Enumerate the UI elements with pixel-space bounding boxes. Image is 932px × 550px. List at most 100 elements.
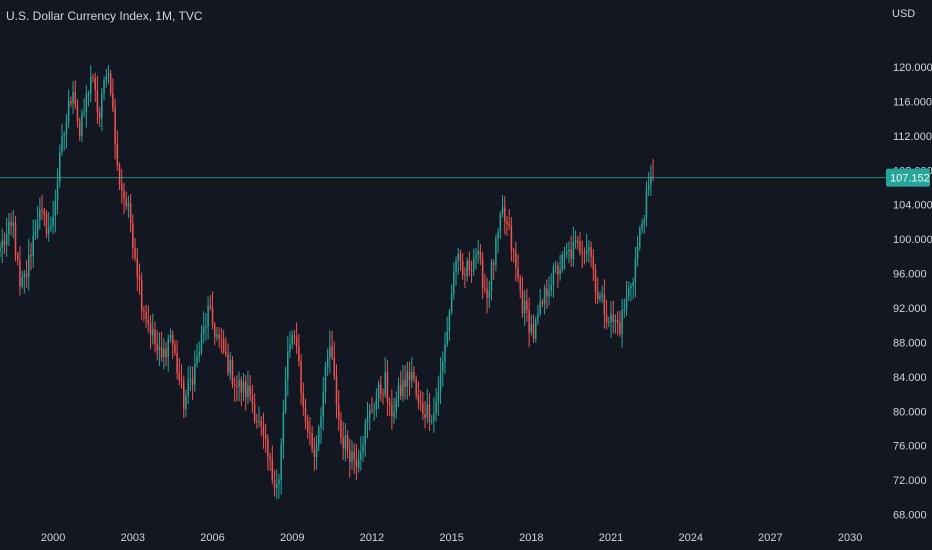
price-tick-label: 116.000 — [893, 96, 932, 108]
candle-body — [411, 371, 413, 381]
candle-body — [526, 300, 528, 311]
candle-body — [349, 450, 351, 462]
candle-body — [187, 379, 189, 396]
candle-body — [205, 326, 207, 328]
candle-body — [81, 113, 83, 136]
candle-body — [605, 314, 608, 323]
candle-body — [386, 372, 389, 402]
price-tick-label: 76.000 — [893, 441, 927, 453]
candle-body — [371, 409, 373, 411]
candle-body — [244, 381, 247, 398]
time-tick-label: 2000 — [41, 532, 65, 544]
candle-body — [444, 344, 446, 362]
candle-body — [422, 403, 424, 414]
candle-body — [109, 73, 112, 94]
candle-body — [202, 327, 205, 334]
price-axis[interactable]: 68.000 72.000 76.000 80.000 84.000 88.000 92.0… — [893, 62, 932, 522]
candle-body — [470, 270, 473, 272]
candle-body — [5, 234, 8, 245]
candle-body — [523, 300, 526, 313]
candle-body — [565, 251, 568, 254]
candle-body — [603, 294, 606, 315]
time-tick-label: 2006 — [200, 532, 224, 544]
candle-body — [180, 379, 183, 382]
candle-body — [559, 269, 561, 275]
candle-body — [293, 335, 296, 338]
candle-body — [344, 435, 347, 449]
candle-body — [174, 345, 176, 354]
candle-body — [499, 214, 502, 232]
candle-body — [165, 348, 167, 358]
candle-body — [355, 458, 358, 468]
candle-body — [105, 75, 108, 80]
candle-body — [1, 240, 3, 248]
candle-body — [375, 399, 378, 409]
candle-body — [136, 258, 139, 277]
candle-body — [490, 262, 493, 291]
candle-body — [70, 101, 72, 104]
candle-body — [402, 380, 404, 396]
candle-body — [54, 201, 57, 217]
candle-body — [481, 258, 484, 289]
candle-body — [616, 319, 619, 323]
candle-body — [262, 426, 265, 435]
candle-body — [517, 267, 519, 278]
candle-body — [641, 223, 643, 229]
candle-body — [273, 480, 276, 489]
price-tick-label: 84.000 — [893, 372, 927, 384]
candle-body — [3, 240, 6, 245]
candle-body — [231, 359, 234, 384]
time-tick-label: 2021 — [599, 532, 623, 544]
candle-body — [315, 444, 318, 458]
candle-body — [194, 363, 196, 385]
price-tick-label: 72.000 — [893, 475, 927, 487]
candle-body — [183, 381, 185, 410]
candle-body — [21, 277, 23, 287]
candle-body — [488, 290, 491, 298]
candle-body — [337, 404, 340, 420]
candle-body — [0, 247, 1, 253]
candle-body — [94, 77, 96, 90]
candle-body — [326, 357, 329, 367]
candle-body — [548, 290, 550, 297]
candle-body — [541, 301, 544, 304]
candle-body — [191, 378, 194, 385]
candle-body — [256, 420, 258, 422]
time-tick-label: 2027 — [758, 532, 782, 544]
time-axis[interactable]: 2000 2003 2006 2009 2012 2015 2018 2021 2024 2027… — [41, 532, 862, 544]
candle-body — [171, 334, 174, 346]
candle-body — [76, 105, 79, 122]
candle-body — [209, 305, 212, 308]
candle-body — [570, 249, 572, 259]
candle-body — [590, 246, 592, 257]
candle-body — [413, 371, 415, 379]
price-tick-label: 100.000 — [893, 234, 932, 246]
candle-body — [96, 89, 99, 113]
time-tick-label: 2015 — [439, 532, 463, 544]
candle-body — [346, 435, 349, 451]
candle-body — [300, 360, 302, 394]
candle-body — [125, 198, 127, 207]
candle-body — [627, 288, 630, 297]
candle-body — [156, 344, 158, 351]
candle-body — [388, 401, 391, 405]
candle-body — [397, 384, 400, 399]
candle-body — [298, 346, 300, 361]
candle-body — [419, 402, 422, 404]
candle-body — [357, 459, 360, 468]
candle-body — [437, 391, 440, 402]
candle-body — [28, 254, 30, 278]
candle-body — [501, 206, 504, 215]
candle-body — [331, 346, 333, 358]
candle-body — [275, 484, 278, 489]
candle-body — [324, 366, 327, 392]
candle-body — [506, 221, 508, 224]
candle-body — [207, 305, 209, 327]
price-tick-label: 92.000 — [893, 303, 927, 315]
candle-body — [103, 79, 105, 94]
candle-body — [189, 378, 192, 380]
candle-body — [123, 190, 125, 199]
candle-body — [152, 329, 154, 336]
candle-body — [313, 448, 316, 458]
